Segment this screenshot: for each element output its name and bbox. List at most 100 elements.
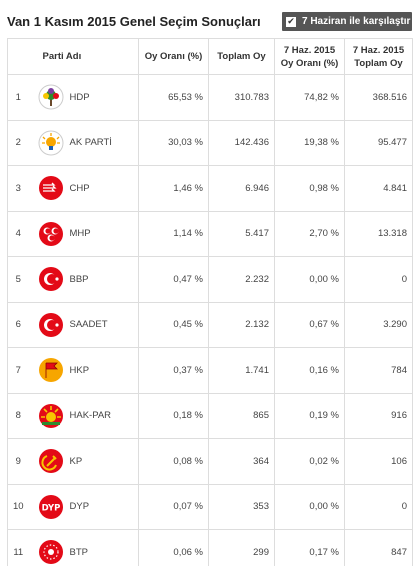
column-header-prev-total[interactable]: 7 Haz. 2015 Toplam Oy (344, 38, 413, 75)
party-cell[interactable]: DYP DYP (28, 483, 139, 530)
party-name: SAADET (69, 319, 108, 331)
prev-total-line1: 7 Haz. 2015 (352, 44, 405, 56)
party-name: BBP (69, 273, 89, 285)
hdp-tree-icon (38, 84, 63, 110)
vote-total: 142.436 (208, 119, 275, 166)
hkp-flag-icon (38, 358, 63, 383)
prev-vote-total: 4.841 (344, 165, 413, 212)
vote-rate: 0,45 % (138, 301, 209, 348)
chp-arrows-icon (38, 176, 63, 201)
compare-label: 7 Haziran ile karşılaştır (302, 16, 411, 27)
btp-stars-icon (38, 540, 63, 565)
row-number: 5 (7, 256, 29, 303)
party-cell[interactable]: HDP (28, 74, 139, 121)
party-name: MHP (69, 228, 91, 240)
row-number: 6 (7, 301, 29, 348)
kp-hammer-sickle-icon (38, 449, 63, 474)
prev-vote-total: 3.290 (344, 301, 413, 348)
table-row[interactable]: 11 BTP 0,06 % 299 0,17 % 847 (7, 529, 413, 566)
column-header-total[interactable]: Toplam Oy (208, 38, 275, 75)
prev-vote-rate: 0,19 % (274, 392, 345, 439)
vote-rate: 1,46 % (138, 165, 209, 212)
table-row[interactable]: 7 HKP 0,37 % 1.741 0,16 % 784 (7, 347, 413, 394)
party-name: HAK-PAR (69, 410, 112, 422)
prev-vote-total: 784 (344, 347, 413, 394)
party-cell[interactable]: HKP (28, 347, 139, 394)
vote-total: 2.132 (208, 301, 275, 348)
prev-vote-rate: 0,16 % (274, 347, 345, 394)
party-name: KP (69, 455, 83, 467)
compare-june-toggle[interactable]: ✔ 7 Haziran ile karşılaştır (282, 12, 412, 31)
prev-vote-total: 847 (344, 529, 413, 566)
vote-total: 865 (208, 392, 275, 439)
table-row[interactable]: 10 DYP DYP 0,07 % 353 0,00 % 0 (7, 483, 413, 530)
table-row[interactable]: 4 MHP 1,14 % 5.417 2,70 % 13.318 (7, 210, 413, 257)
table-row[interactable]: 5 BBP 0,47 % 2.232 0,00 % 0 (7, 256, 413, 303)
prev-vote-total: 0 (344, 256, 413, 303)
table-row[interactable]: 1 HDP 65,53 % 310.783 74,82 % 368.516 (7, 74, 413, 121)
party-name: BTP (69, 546, 88, 558)
party-cell[interactable]: BTP (28, 529, 139, 566)
prev-vote-rate: 0,00 % (274, 483, 345, 530)
prev-vote-rate: 0,98 % (274, 165, 345, 212)
prev-vote-rate: 2,70 % (274, 210, 345, 257)
dyp-text-icon: DYP (38, 494, 63, 519)
prev-vote-total: 0 (344, 483, 413, 530)
party-name: HDP (69, 91, 90, 103)
hakpar-sun-icon (38, 403, 63, 428)
prev-vote-total: 13.318 (344, 210, 413, 257)
prev-vote-total: 916 (344, 392, 413, 439)
vote-total: 299 (208, 529, 275, 566)
mhp-crescents-icon (38, 221, 63, 246)
prev-rate-line1: 7 Haz. 2015 (283, 44, 336, 56)
table-row[interactable]: 6 SAADET 0,45 % 2.132 0,67 % 3.290 (7, 301, 413, 348)
vote-rate: 30,03 % (138, 119, 209, 166)
table-row[interactable]: 3 CHP 1,46 % 6.946 0,98 % 4.841 (7, 165, 413, 212)
column-header-number (7, 38, 29, 75)
saadet-crescent-icon (38, 312, 63, 337)
table-row[interactable]: 9 KP 0,08 % 364 0,02 % 106 (7, 438, 413, 485)
party-cell[interactable]: BBP (28, 256, 139, 303)
prev-vote-rate: 0,02 % (274, 438, 345, 485)
party-name: AK PARTİ (69, 137, 112, 149)
table-row[interactable]: 8 HAK-PAR 0,18 % 865 0,19 % 916 (7, 392, 413, 439)
prev-total-line2: Toplam Oy (354, 57, 403, 69)
prev-vote-rate: 74,82 % (274, 74, 345, 121)
party-cell[interactable]: HAK-PAR (28, 392, 139, 439)
vote-rate: 1,14 % (138, 210, 209, 257)
vote-total: 6.946 (208, 165, 275, 212)
results-header: Van 1 Kasım 2015 Genel Seçim Sonuçları ✔… (0, 0, 420, 38)
vote-rate: 65,53 % (138, 74, 209, 121)
vote-total: 1.741 (208, 347, 275, 394)
akparti-bulb-icon (38, 130, 63, 156)
prev-vote-total: 95.477 (344, 119, 413, 166)
prev-vote-rate: 0,17 % (274, 529, 345, 566)
column-header-party[interactable]: Parti Adı (28, 38, 139, 75)
vote-rate: 0,18 % (138, 392, 209, 439)
prev-vote-rate: 19,38 % (274, 119, 345, 166)
checkbox-checked-icon[interactable]: ✔ (286, 16, 296, 27)
prev-vote-rate: 0,00 % (274, 256, 345, 303)
party-cell[interactable]: AK PARTİ (28, 119, 139, 166)
table-row[interactable]: 2 AK PARTİ 30,03 % 142.436 19,38 % 95.477 (7, 119, 413, 166)
vote-total: 310.783 (208, 74, 275, 121)
vote-total: 2.232 (208, 256, 275, 303)
party-name: DYP (69, 501, 90, 513)
vote-total: 353 (208, 483, 275, 530)
column-header-rate[interactable]: Oy Oranı (%) (138, 38, 209, 75)
vote-rate: 0,06 % (138, 529, 209, 566)
prev-rate-line2: Oy Oranı (%) (280, 57, 339, 69)
row-number: 2 (7, 119, 29, 166)
party-name: CHP (69, 182, 90, 194)
prev-vote-total: 368.516 (344, 74, 413, 121)
party-cell[interactable]: CHP (28, 165, 139, 212)
svg-text:DYP: DYP (41, 503, 60, 513)
row-number: 4 (7, 210, 29, 257)
party-cell[interactable]: SAADET (28, 301, 139, 348)
column-header-prev-rate[interactable]: 7 Haz. 2015 Oy Oranı (%) (274, 38, 345, 75)
vote-total: 5.417 (208, 210, 275, 257)
party-cell[interactable]: KP (28, 438, 139, 485)
vote-total: 364 (208, 438, 275, 485)
party-cell[interactable]: MHP (28, 210, 139, 257)
prev-vote-total: 106 (344, 438, 413, 485)
